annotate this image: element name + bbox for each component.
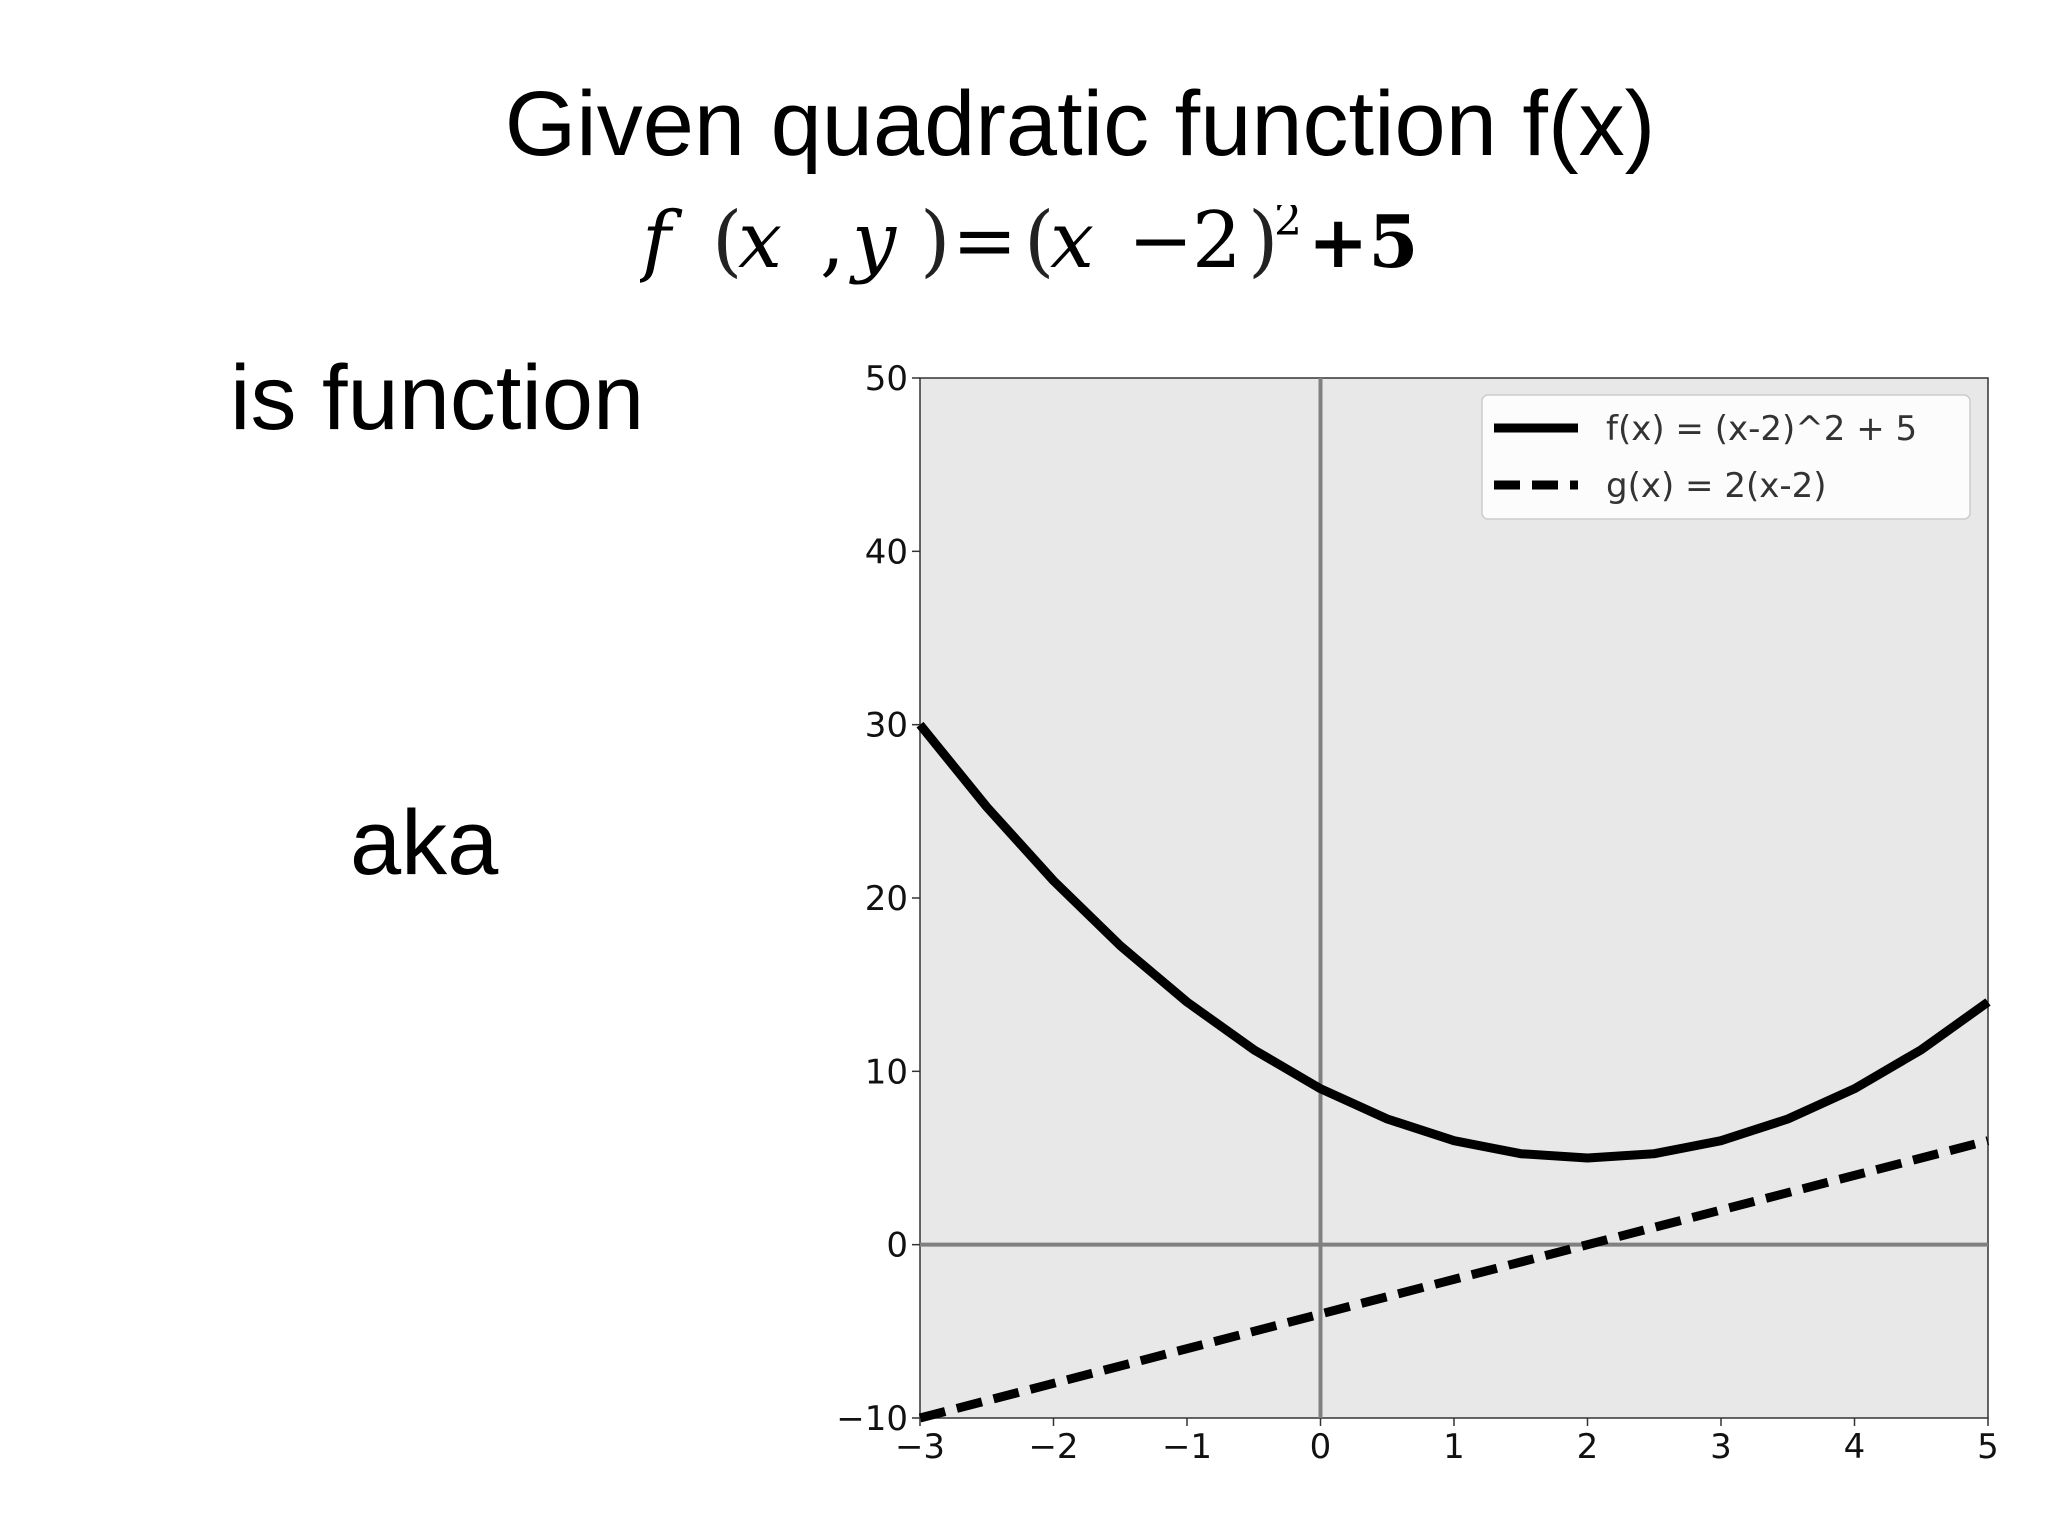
eq-x-2: x xyxy=(1050,205,1094,286)
eq-lparen-2: ( xyxy=(1024,205,1054,286)
x-tick-label: −2 xyxy=(1028,1427,1078,1467)
series-f-line xyxy=(916,721,1991,1163)
series-layer xyxy=(916,721,1991,1423)
label-aka: aka xyxy=(350,792,499,894)
x-tick-label: 0 xyxy=(1310,1427,1332,1467)
x-tick-label: −3 xyxy=(895,1427,945,1467)
legend: f(x) = (x-2)^2 + 5 g(x) = 2(x-2) xyxy=(1481,394,1971,520)
eq-two: 2 xyxy=(1192,205,1242,286)
plot-area xyxy=(919,377,1989,1419)
label-is-function: is function xyxy=(230,347,645,449)
eq-rparen-1: ) xyxy=(920,205,950,286)
legend-box xyxy=(1481,394,1971,520)
x-tick-label: 2 xyxy=(1577,1427,1599,1467)
y-tick-label: 40 xyxy=(865,532,908,572)
eq-y: y xyxy=(849,205,897,286)
eq-lparen-1: ( xyxy=(712,205,742,286)
y-tick-label: 0 xyxy=(886,1226,908,1266)
x-ticks: −3 −2 −1 0 1 2 3 4 5 xyxy=(895,1418,1999,1467)
y-tick-label: 10 xyxy=(865,1052,908,1092)
x-tick-label: 3 xyxy=(1710,1427,1732,1467)
eq-rparen-2: ) xyxy=(1248,205,1278,286)
y-tick-label: 50 xyxy=(865,359,908,399)
equation: f ( x , y ) = ( x − 2 ) 2 +5 xyxy=(640,205,1418,286)
legend-label-f: f(x) = (x-2)^2 + 5 xyxy=(1606,409,1917,449)
y-tick-label: 20 xyxy=(865,879,908,919)
eq-comma: , xyxy=(820,205,845,286)
eq-plus-five: +5 xyxy=(1308,205,1418,284)
zero-axes xyxy=(920,378,1988,1418)
series-g-line xyxy=(918,1136,1990,1423)
x-tick-label: −1 xyxy=(1162,1427,1212,1467)
x-tick-label: 5 xyxy=(1977,1427,1999,1467)
y-ticks: −10 0 10 20 30 40 50 xyxy=(836,359,920,1439)
eq-exponent: 2 xyxy=(1274,205,1302,246)
y-tick-label: 30 xyxy=(865,706,908,746)
eq-minus: − xyxy=(1128,205,1193,286)
y-tick-label: −10 xyxy=(836,1399,908,1439)
legend-label-g: g(x) = 2(x-2) xyxy=(1606,466,1827,506)
eq-equals: = xyxy=(952,205,1017,286)
eq-x-1: x xyxy=(738,205,782,286)
x-tick-label: 4 xyxy=(1844,1427,1866,1467)
x-tick-label: 1 xyxy=(1443,1427,1465,1467)
slide-title: Given quadratic function f(x) xyxy=(504,73,1656,175)
